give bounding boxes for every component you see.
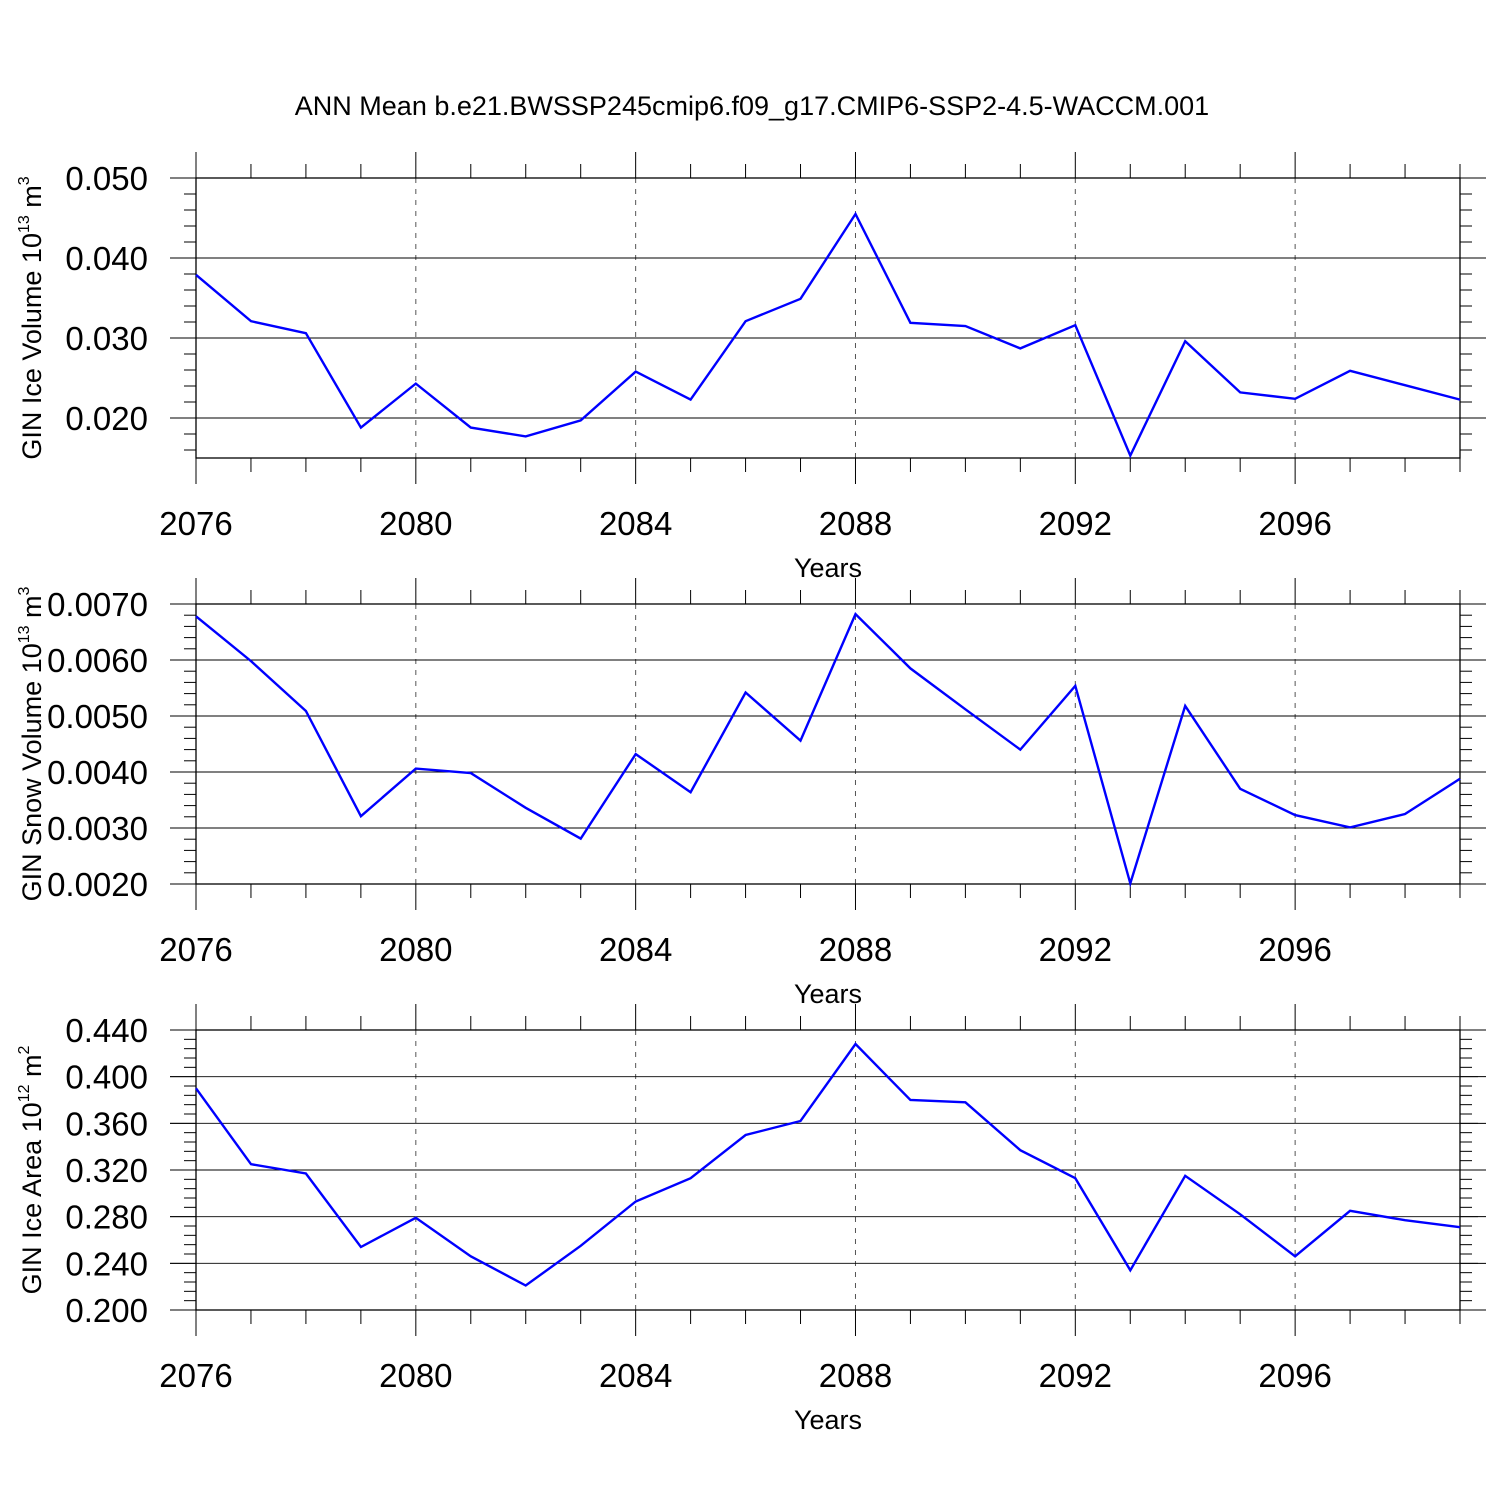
ice-area-series-line	[195, 1042, 1461, 1287]
ice-area-y-tick-label: 0.200	[65, 1292, 148, 1329]
ice-area-y-title-text: GIN Ice Area 10	[17, 1102, 47, 1294]
snow-volume-y-tick-label: 0.0050	[47, 698, 148, 735]
ice-area-y-title-unit: m	[17, 1055, 47, 1085]
ice-area-y-axis-title: GIN Ice Area 1012 m2	[16, 1046, 47, 1295]
ice-volume-y-tick-label: 0.040	[65, 240, 148, 277]
ice-volume-x-tick-label: 2092	[1039, 505, 1112, 542]
ice-volume-plot-frame	[195, 177, 1461, 459]
ice-area-x-tick-label: 2084	[599, 1357, 672, 1394]
snow-volume-y-tick-label: 0.0070	[47, 586, 148, 623]
ice-area-y-tick-label: 0.280	[65, 1199, 148, 1236]
snow-volume-y-tick-label: 0.0020	[47, 866, 148, 903]
ice-area-x-tick-label: 2096	[1258, 1357, 1331, 1394]
snow-volume-x-tick-label: 2080	[379, 931, 452, 968]
ice-area-y-title-unit-exponent: 2	[16, 1046, 33, 1055]
snow-volume-y-tick-label: 0.0060	[47, 642, 148, 679]
snow-volume-panel: 0.0020 0.0030 0.0040 0.0050 0.0060 0.0070 2076…	[16, 578, 1486, 1009]
ice-volume-y-tick-label: 0.030	[65, 320, 148, 357]
ice-volume-x-tick-label: 2084	[599, 505, 672, 542]
ice-area-y-tick-label: 0.360	[65, 1105, 148, 1142]
snow-volume-x-tick-label: 2088	[819, 931, 892, 968]
page-title: ANN Mean b.e21.BWSSP245cmip6.f09_g17.CMI…	[295, 91, 1209, 121]
ice-area-y-title-exponent: 12	[16, 1084, 33, 1102]
ice-volume-x-tick-label: 2080	[379, 505, 452, 542]
snow-volume-x-axis-title: Years	[794, 979, 862, 1009]
snow-volume-y-title-unit-exponent: 3	[16, 586, 33, 595]
ice-area-panel: 0.200 0.240 0.280 0.320 0.360 0.400 0.440 2076 2…	[16, 1004, 1486, 1435]
snow-volume-y-title-exponent: 13	[16, 625, 33, 643]
snow-volume-y-tick-label: 0.0030	[47, 810, 148, 847]
snow-volume-y-tick-label: 0.0040	[47, 754, 148, 791]
snow-volume-y-title-unit: m	[17, 595, 47, 625]
ice-volume-y-axis-title: GIN Ice Volume 1013 m3	[16, 176, 47, 459]
ice-area-y-tick-label: 0.440	[65, 1012, 148, 1049]
ice-volume-panel: 0.020 0.030 0.040 0.050 2076 2080 2084 2088 2092…	[16, 152, 1486, 583]
snow-volume-y-title-text: GIN Snow Volume 10	[17, 643, 47, 901]
ice-volume-x-tick-label: 2096	[1258, 505, 1331, 542]
snow-volume-x-tick-label: 2076	[159, 931, 232, 968]
ice-area-x-tick-label: 2080	[379, 1357, 452, 1394]
snow-volume-y-axis-title: GIN Snow Volume 1013 m3	[16, 586, 47, 901]
ice-volume-y-title-exponent: 13	[16, 215, 33, 233]
ice-area-x-tick-label: 2076	[159, 1357, 232, 1394]
snow-volume-series-line	[195, 612, 1461, 888]
ice-volume-x-axis-title: Years	[794, 553, 862, 583]
ice-volume-y-title-unit: m	[17, 185, 47, 215]
snow-volume-x-tick-label: 2092	[1039, 931, 1112, 968]
ice-volume-series-line	[195, 211, 1461, 459]
snow-volume-x-tick-label: 2096	[1258, 931, 1331, 968]
ice-volume-x-tick-label: 2076	[159, 505, 232, 542]
ice-area-y-tick-label: 0.240	[65, 1245, 148, 1282]
ice-volume-y-tick-label: 0.050	[65, 160, 148, 197]
ice-area-x-tick-label: 2088	[819, 1357, 892, 1394]
ice-area-x-tick-label: 2092	[1039, 1357, 1112, 1394]
ice-area-x-axis-title: Years	[794, 1405, 862, 1435]
ice-area-y-tick-label: 0.320	[65, 1152, 148, 1189]
snow-volume-plot-frame	[195, 603, 1461, 885]
ice-area-y-tick-label: 0.400	[65, 1059, 148, 1096]
ice-volume-y-tick-label: 0.020	[65, 400, 148, 437]
snow-volume-x-tick-label: 2084	[599, 931, 672, 968]
ice-volume-y-title-text: GIN Ice Volume 10	[17, 233, 47, 460]
ice-volume-x-tick-label: 2088	[819, 505, 892, 542]
ice-volume-y-title-unit-exponent: 3	[16, 176, 33, 185]
